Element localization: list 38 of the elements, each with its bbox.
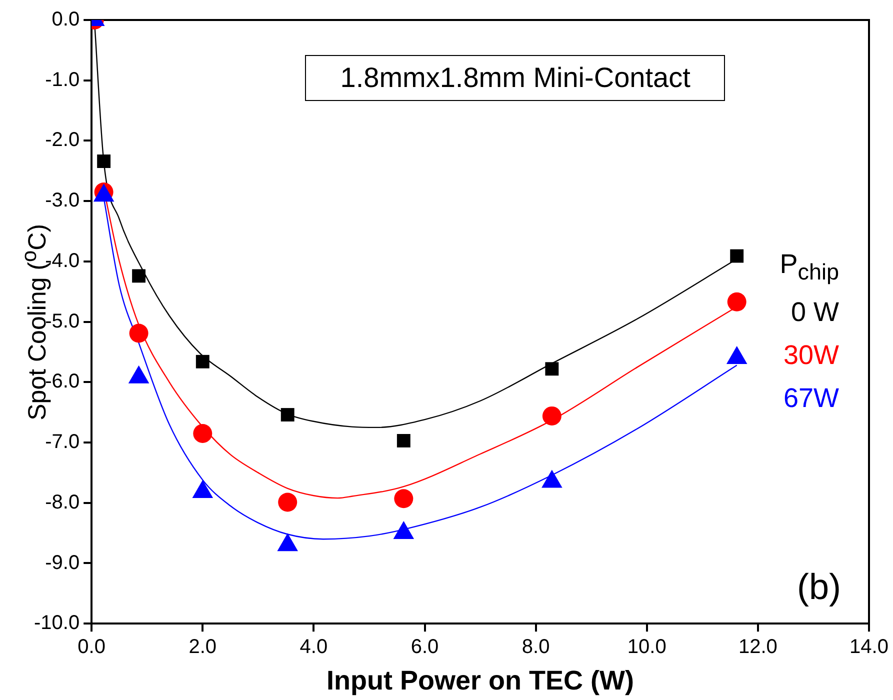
- point: [727, 292, 746, 312]
- y-tick-label: -10.0: [34, 612, 80, 634]
- y-tick-label: -1.0: [45, 68, 80, 91]
- x-tick-label: 10.0: [627, 636, 666, 658]
- point: [542, 406, 562, 426]
- y-tick-label: -8.0: [45, 491, 80, 514]
- x-axis-title: Input Power on TEC (W): [326, 665, 634, 696]
- y-tick-label: -3.0: [45, 190, 80, 212]
- text: 0 W: [790, 296, 839, 329]
- point: [192, 480, 214, 498]
- point: [542, 470, 562, 488]
- x-tick-label: 2.0: [188, 636, 217, 658]
- point: [545, 362, 559, 376]
- point: [97, 154, 111, 168]
- point: [193, 424, 212, 443]
- x-tick-label: 6.0: [410, 636, 439, 658]
- point: [396, 434, 410, 448]
- x-tick-label: 12.0: [738, 636, 778, 658]
- annotation: (b): [797, 566, 841, 608]
- x-tick-label: 4.0: [300, 636, 328, 658]
- series-label: 67W: [782, 382, 839, 416]
- legend-title: P$_{chip}$: [780, 248, 839, 287]
- series-label: 30W: [782, 338, 839, 372]
- point: [280, 408, 294, 422]
- point: [730, 249, 744, 263]
- point: [196, 354, 210, 368]
- point: [132, 269, 146, 283]
- annotation: 1.8mmx1.8mm Mini-Contact: [305, 55, 726, 101]
- point: [129, 324, 148, 343]
- point: [393, 521, 414, 540]
- y-tick-label: 0.0: [52, 8, 80, 31]
- y-tick-label: -2.0: [45, 129, 80, 152]
- x-tick-label: 14.0: [850, 636, 888, 658]
- point: [277, 533, 298, 552]
- y-tick-label: -7.0: [45, 431, 80, 454]
- x-tick-label: 0.0: [78, 636, 106, 658]
- x-tick-label: 8.0: [522, 636, 550, 658]
- y-tick-label: -9.0: [45, 552, 80, 574]
